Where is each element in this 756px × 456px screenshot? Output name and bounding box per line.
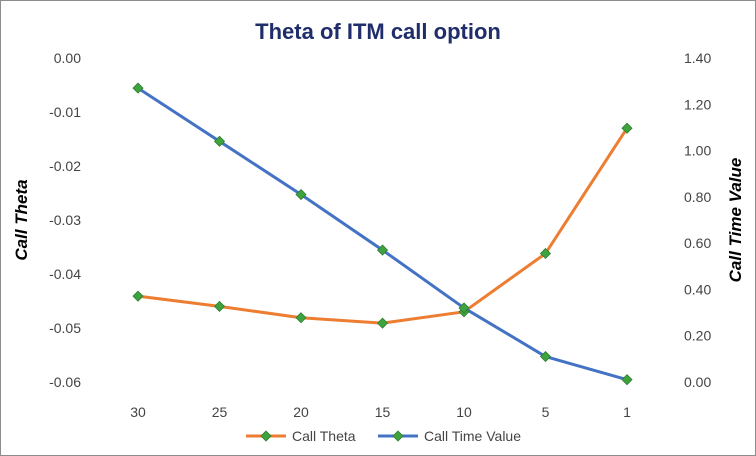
call-theta-line (136, 126, 629, 325)
left-tick-label: -0.06 (49, 374, 81, 390)
x-tick-label: 20 (293, 404, 309, 420)
left-tick-label: -0.05 (49, 320, 81, 336)
call-time-value-point (621, 374, 633, 386)
left-axis-ticks: 0.00 -0.01 -0.02 -0.03 -0.04 -0.05 -0.06 (49, 50, 81, 390)
x-tick-label: 30 (130, 404, 146, 420)
left-tick-label: -0.01 (49, 104, 81, 120)
x-tick-label: 25 (212, 404, 228, 420)
left-tick-label: 0.00 (54, 50, 81, 66)
call-time-value-point (295, 188, 307, 201)
call-time-value-point (213, 135, 226, 147)
right-axis-ticks: 1.40 1.20 1.00 0.80 0.60 0.40 0.20 0.00 (684, 50, 711, 390)
call-time-value-point (539, 350, 552, 363)
call-theta-point (621, 122, 633, 134)
call-time-value-line (136, 86, 629, 382)
right-tick-label: 0.20 (684, 328, 711, 344)
legend-call-theta-marker (260, 430, 272, 442)
call-time-value-point (376, 244, 389, 256)
call-theta-point (295, 312, 307, 324)
call-time-value-point (132, 82, 144, 94)
right-tick-label: 1.40 (684, 50, 711, 66)
legend-call-time-value-label: Call Time Value (424, 428, 521, 444)
x-tick-label: 5 (542, 404, 550, 420)
call-theta-point (539, 247, 552, 260)
right-tick-label: 1.00 (684, 143, 711, 159)
right-tick-label: 0.40 (684, 281, 711, 297)
call-theta-point (132, 290, 144, 302)
right-tick-label: 0.60 (684, 235, 711, 251)
x-tick-label: 10 (456, 404, 472, 420)
right-tick-label: 0.00 (684, 374, 711, 390)
left-tick-label: -0.03 (49, 212, 81, 228)
legend-call-time-value-marker (392, 430, 404, 442)
legend: Call Theta Call Time Value (246, 428, 521, 444)
x-tick-label: 15 (375, 404, 391, 420)
x-axis-ticks: 30 25 20 15 10 5 1 (130, 404, 631, 420)
left-axis-title: Call Theta (12, 179, 31, 260)
right-tick-label: 0.80 (684, 189, 711, 205)
left-tick-label: -0.02 (49, 158, 81, 174)
right-axis-title: Call Time Value (726, 158, 745, 283)
call-theta-point (376, 317, 389, 329)
call-theta-point (213, 300, 226, 312)
series-layer (132, 82, 633, 386)
x-tick-label: 1 (623, 404, 631, 420)
right-tick-label: 1.20 (684, 96, 711, 112)
left-tick-label: -0.04 (49, 266, 81, 282)
chart-title: Theta of ITM call option (255, 19, 501, 44)
legend-call-theta-label: Call Theta (292, 428, 356, 444)
call-time-value-point (458, 302, 470, 314)
